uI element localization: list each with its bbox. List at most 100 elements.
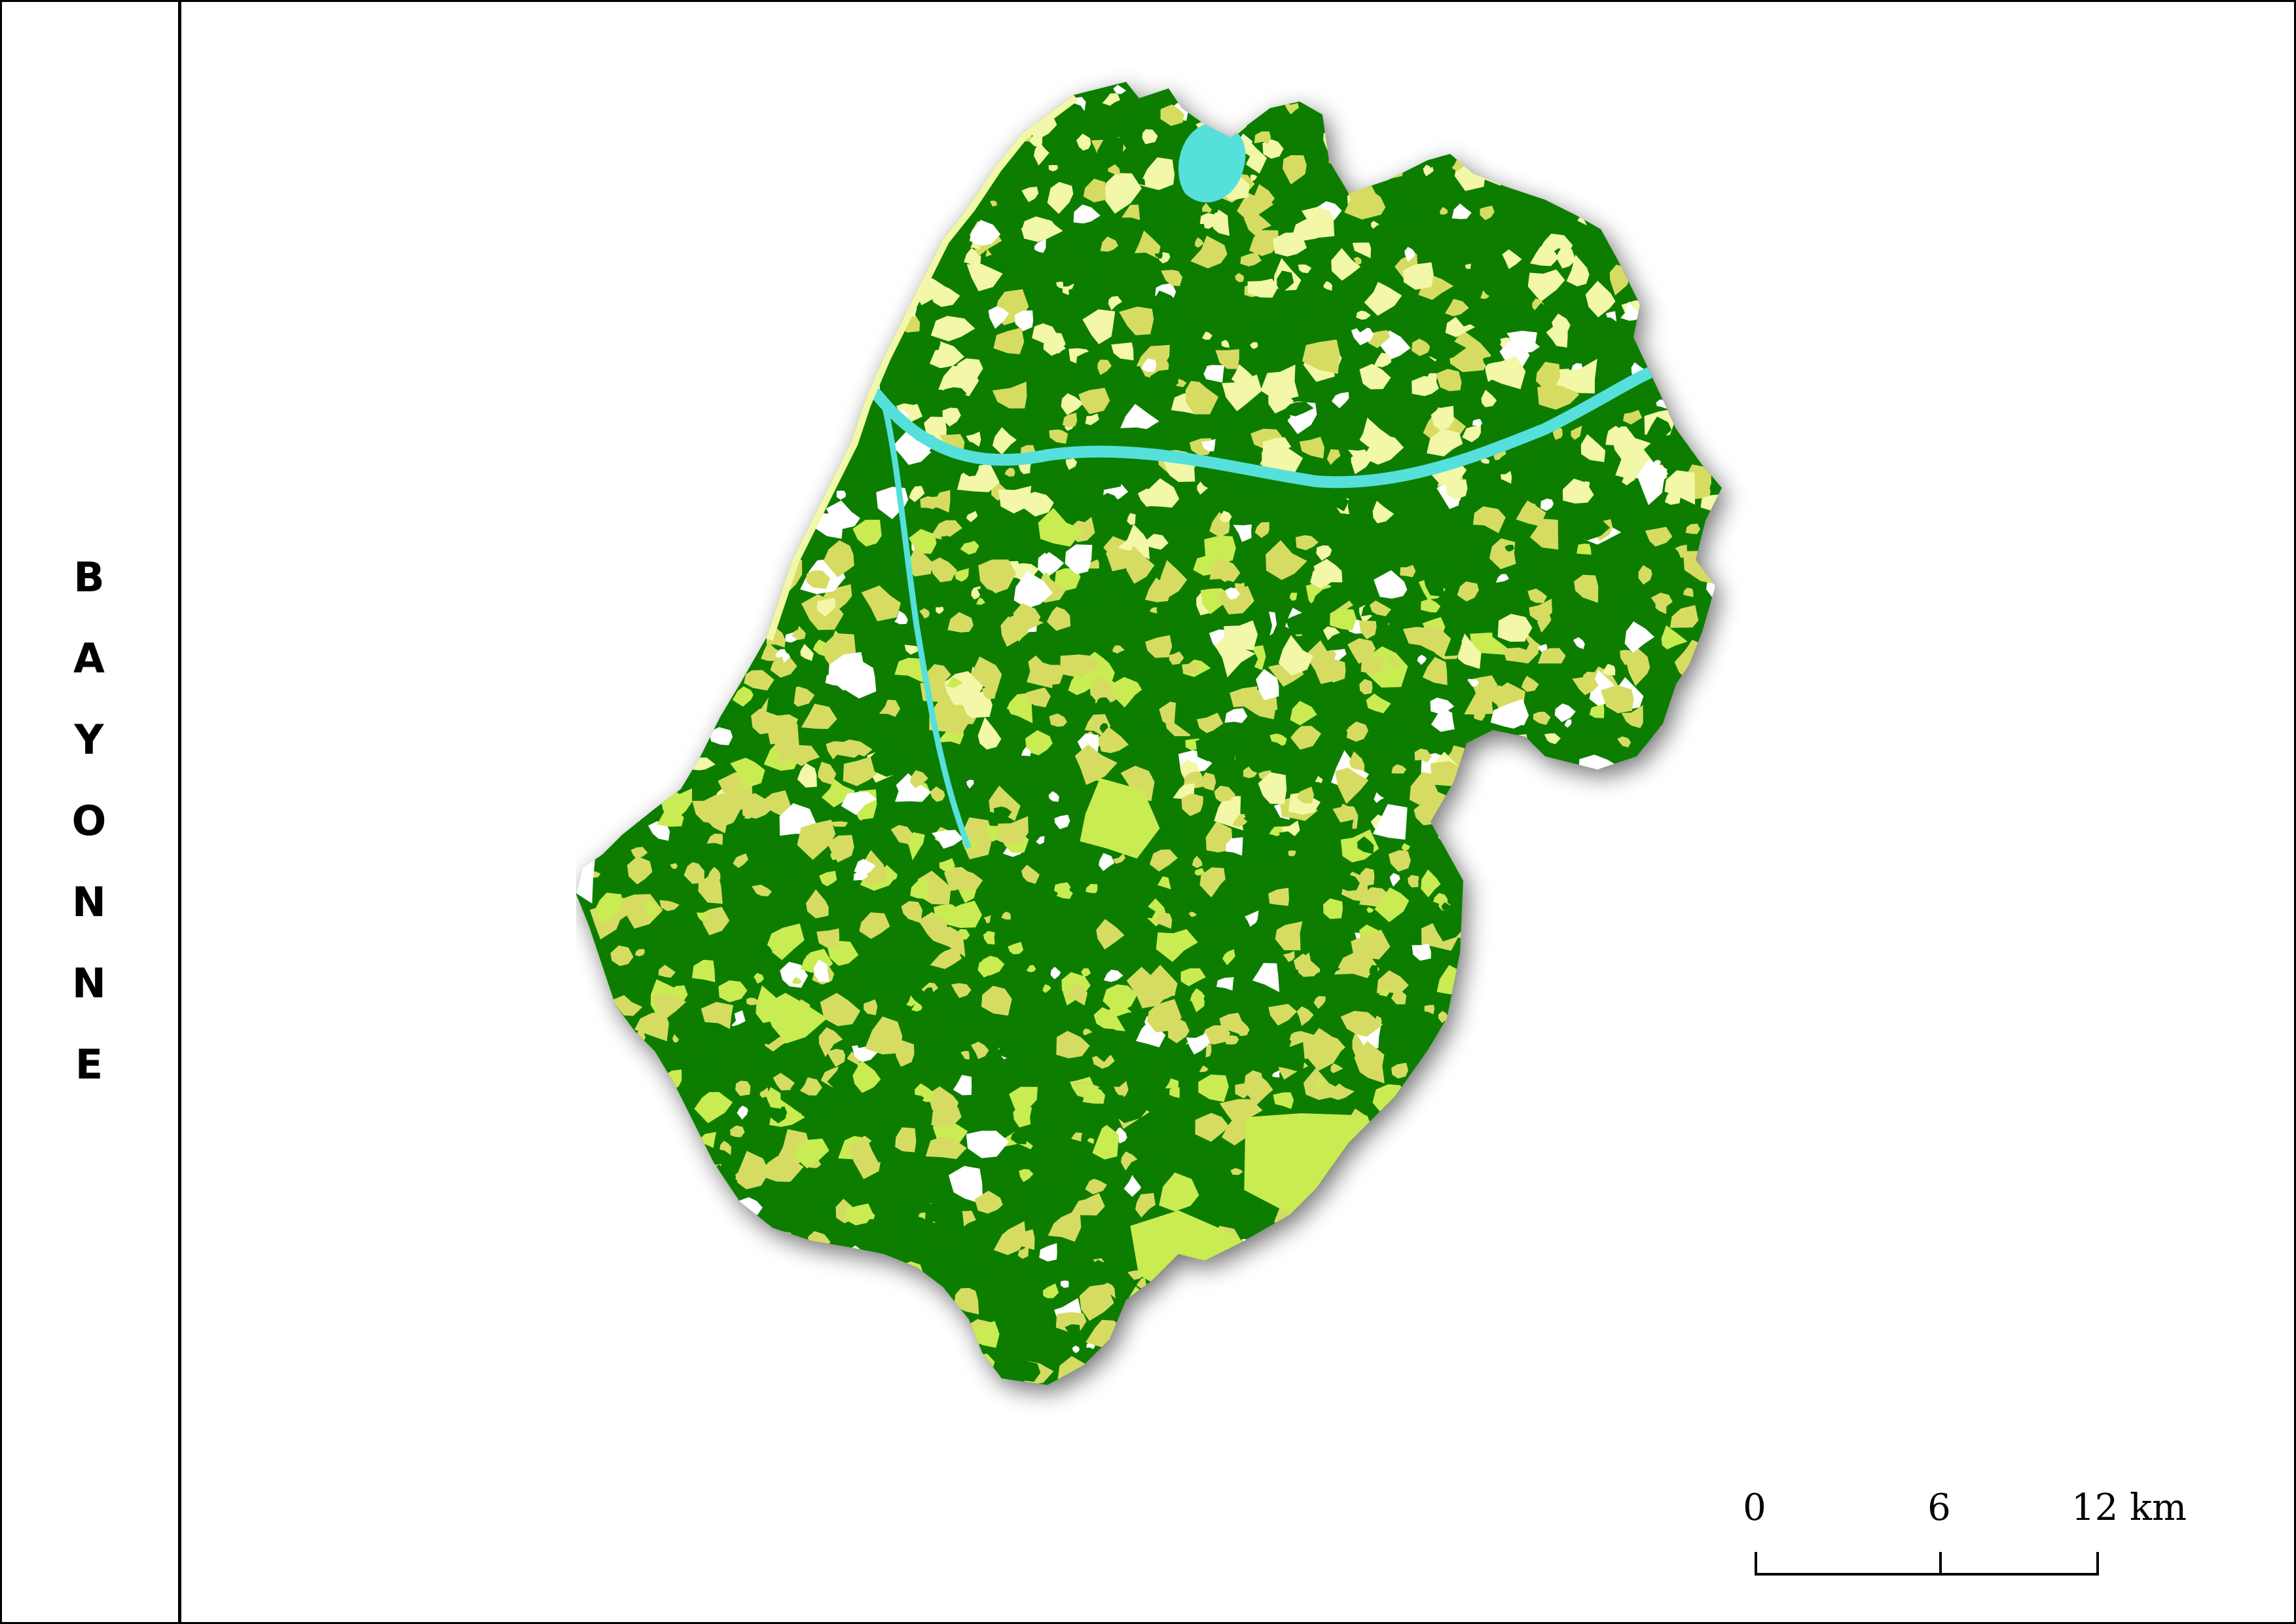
land-cover-patch <box>1412 376 1439 396</box>
land-cover-patch <box>1017 1245 1029 1259</box>
land-cover-patch <box>1297 786 1315 803</box>
land-cover-patch <box>1855 1169 1892 1194</box>
land-cover-patch <box>576 1267 608 1302</box>
land-cover-patch <box>802 347 812 362</box>
land-cover-patch <box>1368 330 1391 348</box>
land-cover-patch <box>911 1329 938 1360</box>
map-title-vertical: B A Y O N N E <box>0 537 178 1105</box>
land-cover-patch <box>1393 1016 1420 1039</box>
land-cover-patch <box>1537 768 1569 790</box>
land-cover-patch <box>668 120 680 134</box>
land-cover-patch <box>1554 917 1580 946</box>
land-cover-patch <box>977 717 1002 750</box>
land-cover-patch <box>1725 477 1736 486</box>
land-cover-patch <box>1252 963 1280 993</box>
land-cover-patch <box>1268 826 1284 837</box>
land-cover-patch <box>1362 433 1404 465</box>
land-cover-patch <box>1580 821 1611 852</box>
land-cover-patch <box>1767 745 1793 762</box>
land-cover-patch <box>1487 82 1497 90</box>
land-cover-patch <box>1563 1154 1586 1176</box>
land-cover-patch <box>1522 158 1554 185</box>
land-cover-patch <box>1747 266 1763 283</box>
land-cover-patch <box>1504 545 1514 552</box>
land-cover-patch <box>915 62 932 77</box>
land-cover-patch <box>683 1168 715 1189</box>
land-cover-patch <box>1796 1057 1831 1082</box>
land-cover-patch <box>1755 62 1768 70</box>
land-cover-patch <box>672 388 696 409</box>
land-cover-patch <box>576 221 592 244</box>
land-cover-patch <box>1283 401 1314 416</box>
land-cover-patch <box>589 390 613 413</box>
land-cover-patch <box>1366 1362 1377 1376</box>
land-cover-patch <box>1174 697 1211 735</box>
scale-label-12: 12 km <box>2071 1486 2187 1529</box>
land-cover-patch <box>1099 723 1108 733</box>
land-cover-patch <box>953 117 969 135</box>
land-cover-patch <box>584 175 606 196</box>
land-cover-patch <box>1668 331 1680 344</box>
land-cover-patch <box>769 676 790 701</box>
land-cover-patch <box>1881 568 1892 587</box>
land-cover-patch <box>735 1171 745 1181</box>
map-canvas[interactable] <box>576 62 1892 1444</box>
land-cover-patch <box>1190 235 1228 268</box>
land-cover-patch <box>733 140 771 170</box>
land-cover-patch <box>1567 975 1583 987</box>
land-cover-patch <box>681 396 716 432</box>
land-cover-patch <box>733 1338 755 1359</box>
land-cover-patch <box>1683 1052 1692 1060</box>
land-cover-patch <box>1222 374 1262 412</box>
land-cover-patch <box>1567 154 1606 181</box>
land-cover-patch <box>854 82 880 94</box>
land-cover-patch <box>988 306 1010 329</box>
land-cover-patch <box>699 485 710 496</box>
land-cover-patch <box>877 1372 892 1385</box>
land-cover-patch <box>1201 1270 1230 1290</box>
land-cover-patch <box>1403 1012 1440 1053</box>
land-cover-patch <box>1857 1396 1892 1421</box>
land-cover-patch <box>1484 1031 1501 1056</box>
land-cover-patch <box>869 1131 895 1163</box>
land-cover-patch <box>1781 386 1812 413</box>
land-cover-patch <box>1116 1012 1146 1037</box>
land-cover-patch <box>1484 1327 1508 1344</box>
land-cover-patch <box>1883 1150 1892 1160</box>
land-cover-patch <box>1001 912 1011 920</box>
land-cover-patch <box>1216 585 1254 615</box>
land-cover-patch <box>1637 1030 1649 1041</box>
land-cover-patch <box>1738 1260 1765 1282</box>
land-cover-patch <box>1300 1313 1315 1322</box>
land-cover-patch <box>1279 1261 1290 1274</box>
land-cover-patch <box>774 723 801 764</box>
land-cover-patch <box>697 113 718 139</box>
land-cover-patch <box>932 1035 969 1072</box>
land-cover-patch <box>659 900 680 912</box>
land-cover-patch <box>937 63 946 73</box>
land-cover-patch <box>1713 667 1722 678</box>
land-cover-patch <box>1366 693 1391 714</box>
land-cover-patch <box>894 610 908 625</box>
land-cover-map[interactable] <box>576 62 1892 1444</box>
land-cover-patch <box>1244 1070 1263 1090</box>
land-cover-patch <box>827 1056 860 1097</box>
land-cover-patch <box>659 1414 678 1430</box>
land-cover-patch <box>1356 310 1371 320</box>
land-cover-patch <box>1401 843 1410 852</box>
land-cover-patch <box>818 762 837 785</box>
land-cover-patch <box>886 200 917 234</box>
land-cover-patch <box>1382 101 1416 129</box>
land-cover-patch <box>1430 761 1472 788</box>
land-cover-patch <box>1688 286 1711 310</box>
land-cover-patch <box>1461 821 1488 841</box>
land-cover-patch <box>1169 651 1184 665</box>
land-cover-patch <box>1650 858 1685 876</box>
land-cover-patch <box>1834 243 1840 251</box>
land-cover-patch <box>1357 320 1371 333</box>
land-cover-patch <box>863 716 879 725</box>
scale-tick-mid <box>1939 1552 1942 1576</box>
land-cover-patch <box>1412 944 1431 961</box>
land-cover-patch <box>1546 325 1568 348</box>
land-cover-patch <box>613 1307 642 1335</box>
